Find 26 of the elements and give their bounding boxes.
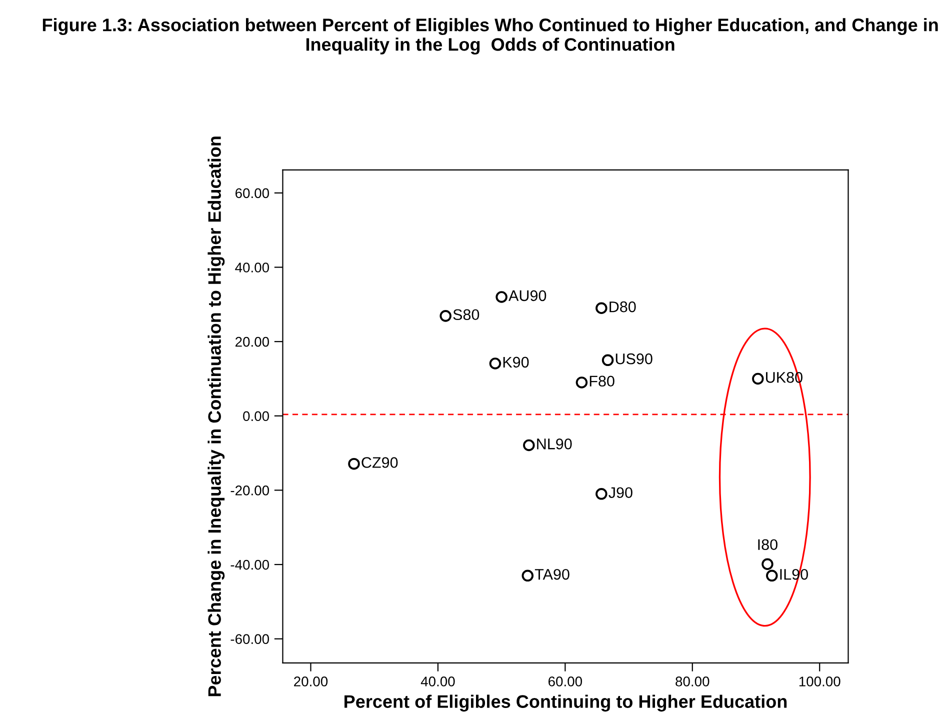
annotation: US90 [616,353,652,364]
x-tick-label: 80.00 [676,676,710,686]
x-tick-label: 60.00 [548,676,582,686]
annotation: J90 [608,487,632,498]
y-tick-label: -40.00 [230,560,270,570]
annotation: CZ90 [362,457,398,468]
annotation: F80 [590,376,614,387]
y-tick-label: 60.00 [236,188,270,198]
y-tick-label: 0.00 [243,411,270,422]
y-tick-label: -20.00 [230,486,270,496]
x-tick-label: 40.00 [420,676,455,686]
x-tick-label: 100.00 [799,676,840,686]
y-tick-label: 40.00 [235,262,270,272]
chart-title: Figure 1.3: Association between Percent of Eligibles Who Continued to Higher Education, and Change in Inequality in the Log Odds of Continuation [42,18,938,55]
annotation: S80 [453,309,480,320]
annotation: NL90 [537,438,572,450]
annotation: TA90 [534,568,570,580]
y-tick-label: -60.00 [230,634,270,644]
y-axis-title: Percent Change in Inequality in Continuation to Higher Education [208,136,225,696]
annotation: K90 [503,356,529,368]
x-axis-title: Percent of Eligibles Continuing to Higher Education [344,694,787,712]
annotation: I80 [758,539,778,550]
y-tick-label: 20.00 [235,336,270,347]
annotation: AU90 [508,290,546,302]
annotation: D80 [610,301,636,312]
x-tick-label: 20.00 [294,676,328,686]
